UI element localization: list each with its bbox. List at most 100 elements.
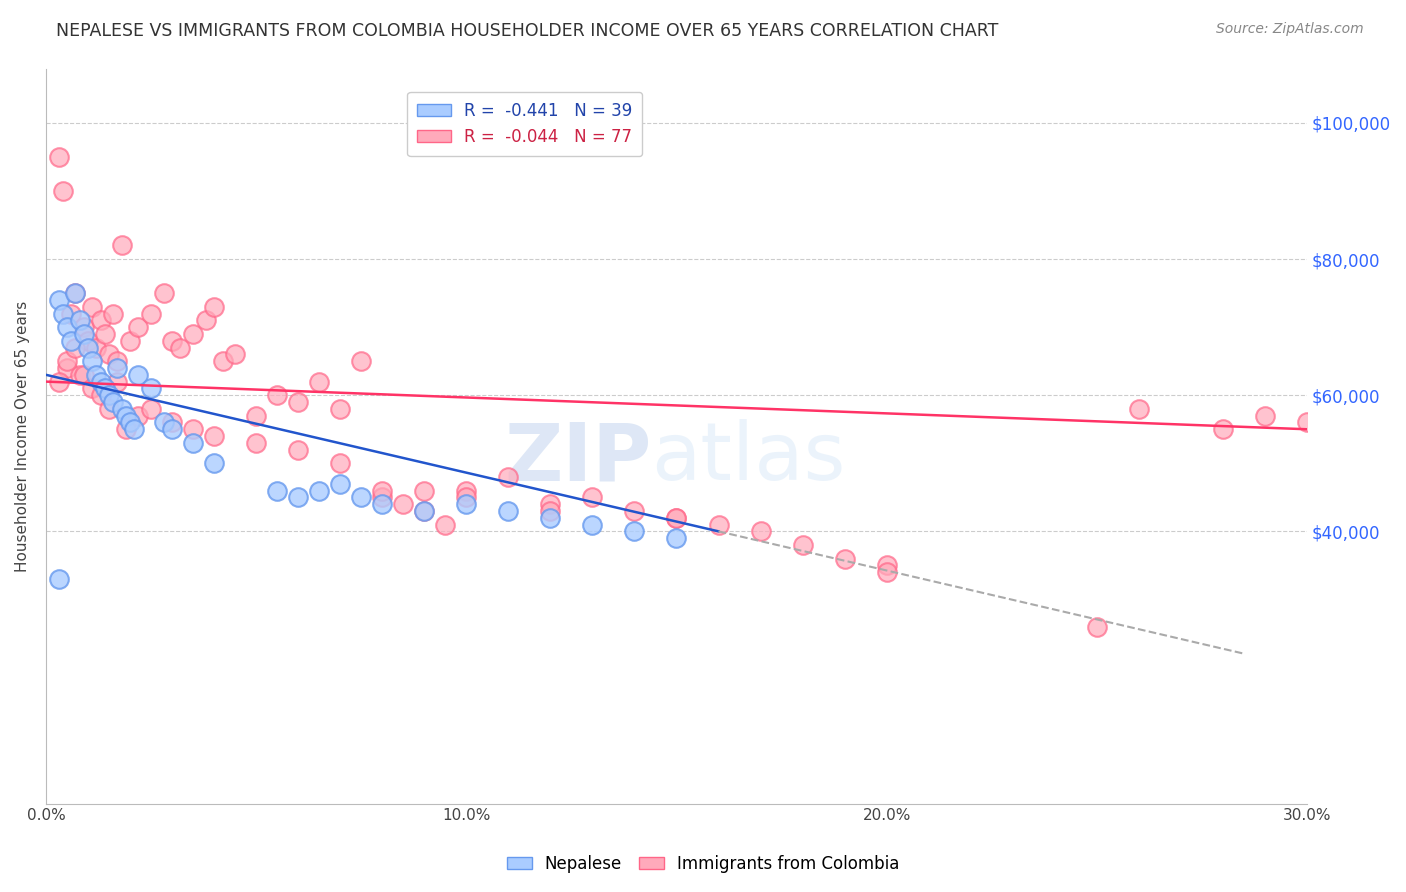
Point xyxy=(202,300,225,314)
Point xyxy=(86,368,108,382)
Point xyxy=(90,375,112,389)
Point xyxy=(48,375,70,389)
Point xyxy=(107,361,129,376)
Point xyxy=(82,300,104,314)
Point xyxy=(115,409,138,423)
Point xyxy=(181,435,204,450)
Point xyxy=(127,368,149,382)
Point xyxy=(118,416,141,430)
Point xyxy=(118,334,141,348)
Point xyxy=(194,313,217,327)
Point xyxy=(581,491,603,505)
Point xyxy=(60,307,83,321)
Point xyxy=(538,504,561,518)
Point xyxy=(413,504,436,518)
Point xyxy=(103,395,125,409)
Point xyxy=(160,422,183,436)
Point xyxy=(266,483,288,498)
Point xyxy=(60,334,83,348)
Point xyxy=(181,326,204,341)
Point xyxy=(115,422,138,436)
Point xyxy=(287,395,309,409)
Point xyxy=(69,368,91,382)
Point xyxy=(413,483,436,498)
Point xyxy=(90,388,112,402)
Point xyxy=(98,388,121,402)
Point xyxy=(456,497,478,511)
Point xyxy=(56,320,79,334)
Point xyxy=(73,368,96,382)
Point xyxy=(329,476,352,491)
Point xyxy=(202,429,225,443)
Point xyxy=(287,491,309,505)
Point xyxy=(498,504,520,518)
Point xyxy=(111,238,134,252)
Point xyxy=(73,326,96,341)
Point xyxy=(160,416,183,430)
Point xyxy=(107,375,129,389)
Point xyxy=(77,334,100,348)
Point xyxy=(77,341,100,355)
Point xyxy=(834,551,856,566)
Point xyxy=(65,286,87,301)
Point xyxy=(329,401,352,416)
Point xyxy=(169,341,191,355)
Point xyxy=(139,307,162,321)
Point xyxy=(876,565,898,579)
Point xyxy=(139,401,162,416)
Point xyxy=(98,347,121,361)
Point xyxy=(371,483,394,498)
Point xyxy=(69,313,91,327)
Point xyxy=(287,442,309,457)
Point xyxy=(623,504,645,518)
Point xyxy=(48,572,70,586)
Point xyxy=(82,381,104,395)
Point xyxy=(329,456,352,470)
Point xyxy=(308,375,330,389)
Point xyxy=(127,320,149,334)
Point xyxy=(82,354,104,368)
Point xyxy=(665,510,688,524)
Point xyxy=(392,497,415,511)
Point xyxy=(111,401,134,416)
Point xyxy=(94,381,117,395)
Text: NEPALESE VS IMMIGRANTS FROM COLOMBIA HOUSEHOLDER INCOME OVER 65 YEARS CORRELATIO: NEPALESE VS IMMIGRANTS FROM COLOMBIA HOU… xyxy=(56,22,998,40)
Point xyxy=(127,409,149,423)
Point xyxy=(308,483,330,498)
Point xyxy=(139,381,162,395)
Legend: R =  -0.441   N = 39, R =  -0.044   N = 77: R = -0.441 N = 39, R = -0.044 N = 77 xyxy=(408,92,643,156)
Point xyxy=(707,517,730,532)
Point xyxy=(1212,422,1234,436)
Point xyxy=(350,491,373,505)
Point xyxy=(48,293,70,307)
Point xyxy=(1254,409,1277,423)
Point xyxy=(211,354,233,368)
Point xyxy=(350,354,373,368)
Point xyxy=(56,361,79,376)
Point xyxy=(456,483,478,498)
Point xyxy=(371,497,394,511)
Point xyxy=(107,354,129,368)
Point xyxy=(876,558,898,573)
Point xyxy=(413,504,436,518)
Point xyxy=(581,517,603,532)
Text: ZIP: ZIP xyxy=(503,419,651,497)
Point xyxy=(266,388,288,402)
Point xyxy=(86,341,108,355)
Text: atlas: atlas xyxy=(651,419,845,497)
Point xyxy=(665,531,688,545)
Point xyxy=(122,422,145,436)
Point xyxy=(65,286,87,301)
Point xyxy=(152,416,174,430)
Point xyxy=(371,491,394,505)
Point xyxy=(245,435,267,450)
Point xyxy=(52,307,75,321)
Point xyxy=(792,538,814,552)
Point xyxy=(1128,401,1150,416)
Point xyxy=(665,510,688,524)
Point xyxy=(1085,620,1108,634)
Point xyxy=(498,470,520,484)
Point xyxy=(623,524,645,539)
Point xyxy=(94,326,117,341)
Point xyxy=(52,184,75,198)
